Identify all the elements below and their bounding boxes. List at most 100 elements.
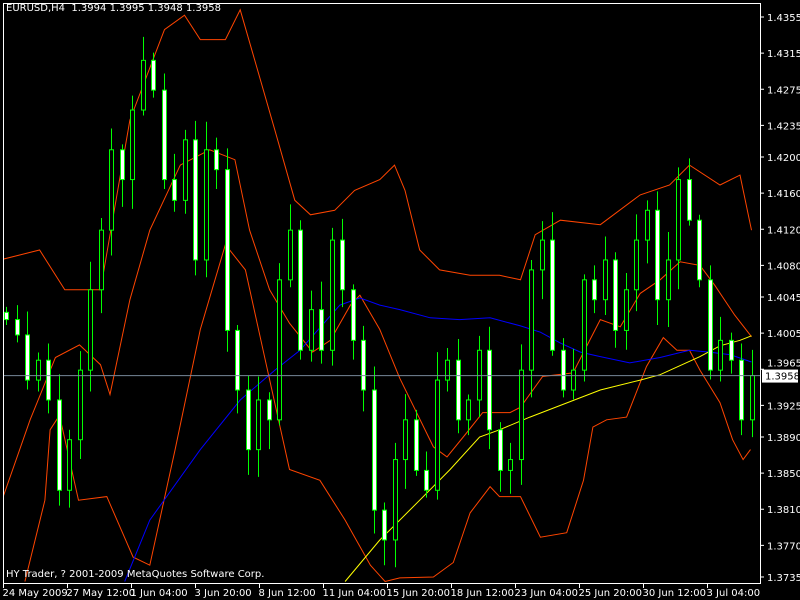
candle	[67, 429, 72, 508]
candle	[151, 52, 156, 98]
time-tick-label: 3 Jun 20:00	[195, 588, 252, 599]
candle	[582, 274, 587, 382]
candle-body	[172, 179, 177, 201]
price-tick-label: 1.3810	[767, 505, 800, 516]
ohlc-high: 1.3995	[109, 3, 145, 14]
candle	[319, 281, 324, 364]
candle-body	[46, 359, 51, 401]
candle-body	[4, 311, 9, 321]
candle-body	[361, 339, 366, 391]
candle-body	[645, 209, 650, 241]
candle	[508, 442, 513, 494]
candle	[172, 153, 177, 212]
candle-body	[603, 259, 608, 301]
price-tick-label: 1.4160	[767, 189, 800, 200]
candle-body	[519, 369, 524, 461]
candle	[256, 376, 261, 477]
price-tick-label: 1.4315	[767, 49, 800, 60]
candle-body	[655, 209, 660, 301]
time-tick-label: 15 Jun 20:00	[387, 588, 451, 599]
candle	[550, 212, 555, 356]
candle-body	[298, 229, 303, 351]
candle-body	[634, 239, 639, 291]
candle-body	[183, 139, 188, 201]
candles	[4, 36, 755, 568]
candle	[141, 36, 146, 116]
candle	[676, 167, 681, 290]
candle	[57, 374, 62, 506]
candle-body	[624, 289, 629, 331]
candle	[498, 422, 503, 492]
candle	[729, 332, 734, 374]
time-tick-label: 25 Jun 20:00	[579, 588, 643, 599]
candle-body	[697, 219, 702, 281]
candle-body	[687, 179, 692, 221]
candle	[204, 121, 209, 278]
candle-body	[718, 339, 723, 371]
candle	[718, 316, 723, 382]
ohlc-close: 1.3958	[185, 3, 221, 14]
ohlc-open: 1.3994	[71, 3, 107, 14]
candle-body	[403, 419, 408, 461]
candle	[109, 128, 114, 256]
candle	[624, 273, 629, 350]
candle-body	[393, 459, 398, 541]
candle-body	[351, 289, 356, 341]
candle	[403, 394, 408, 489]
time-tick-label: 30 Jun 12:00	[643, 588, 707, 599]
candle-body	[372, 389, 377, 511]
current-price-label: 1.3958	[762, 369, 800, 383]
candle-body	[109, 149, 114, 231]
candle	[330, 227, 335, 366]
time-tick-label: 24 May 2009	[3, 588, 68, 599]
middle-band-line	[4, 149, 752, 496]
candle-body	[550, 239, 555, 351]
candle	[592, 265, 597, 314]
candle	[298, 220, 303, 360]
candle	[277, 263, 282, 426]
candle-body	[582, 279, 587, 371]
candle	[634, 214, 639, 312]
candle-body	[57, 399, 62, 491]
candle-body	[613, 259, 618, 331]
price-tick-label: 1.4200	[767, 153, 800, 164]
candle	[340, 218, 345, 308]
price-tick-label: 1.4275	[767, 85, 800, 96]
candle-body	[319, 309, 324, 351]
candle	[25, 311, 30, 390]
current-price-value: 1.3958	[765, 372, 800, 383]
candle	[477, 335, 482, 418]
time-tick-label: 27 May 12:00	[67, 588, 136, 599]
candle	[645, 200, 650, 264]
candle	[666, 231, 671, 327]
candle-body	[120, 149, 125, 181]
candle	[120, 144, 125, 207]
candle-body	[99, 229, 104, 291]
candle	[655, 191, 660, 325]
candle	[750, 349, 755, 438]
price-axis[interactable]: 1.4355 1.4315 1.4275 1.4235 1.4200 1.4160 1.41…	[760, 13, 800, 584]
time-tick-label: 1 Jun 04:00	[131, 588, 188, 599]
candle-body	[36, 359, 41, 381]
candle	[4, 306, 9, 325]
candle-body	[330, 239, 335, 351]
candle-body	[676, 179, 681, 261]
candle	[130, 95, 135, 209]
candle	[372, 366, 377, 534]
candle	[424, 451, 429, 498]
price-tick-label: 1.4120	[767, 225, 800, 236]
candle-body	[15, 319, 20, 336]
price-tick-label: 1.4355	[767, 13, 800, 24]
candle-body	[750, 375, 755, 421]
candle-body	[529, 269, 534, 371]
candle-body	[382, 509, 387, 541]
candle	[435, 352, 440, 500]
candle-body	[214, 149, 219, 171]
candle	[708, 265, 713, 380]
ohlc-low: 1.3948	[147, 3, 183, 14]
candle	[15, 305, 20, 343]
candle-body	[666, 259, 671, 301]
candle	[78, 351, 83, 460]
